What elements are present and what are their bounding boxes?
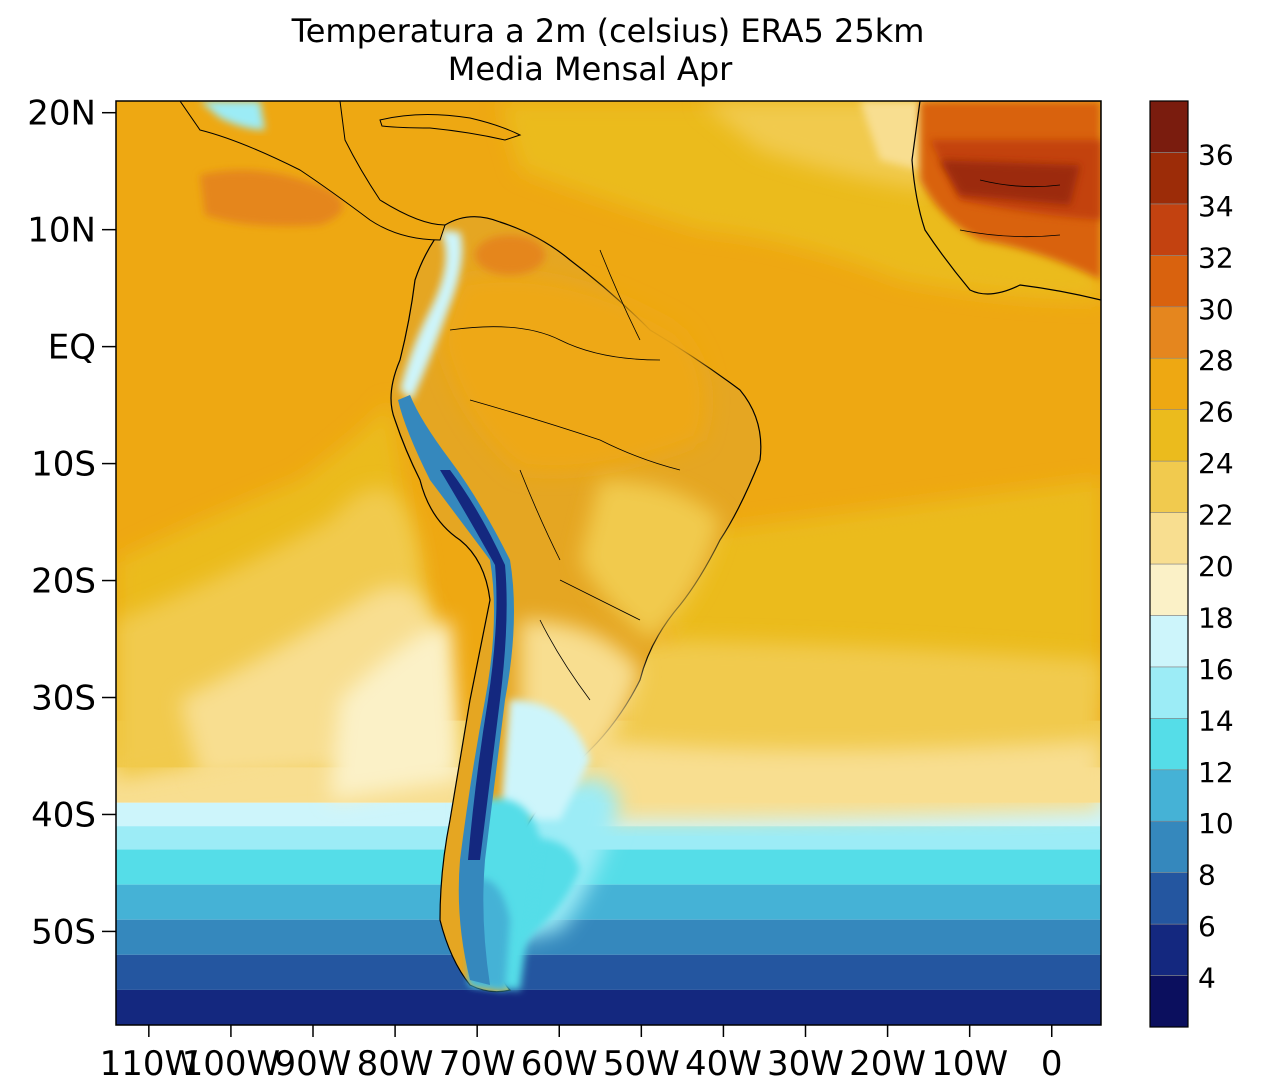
lon-label-40W: 40W xyxy=(685,1044,762,1080)
colorbar-segment-13 xyxy=(1149,306,1189,359)
patagonia-north-zone xyxy=(500,700,590,820)
brazilian-highlands-zone xyxy=(580,480,720,640)
map-frame xyxy=(115,100,1102,1026)
lon-label-60W: 60W xyxy=(521,1044,598,1080)
colorbar-label-26: 26 xyxy=(1198,396,1234,429)
colorbar-segment-12 xyxy=(1149,357,1189,410)
colorbar-label-20: 20 xyxy=(1198,550,1234,583)
colorbar-segment-8 xyxy=(1149,563,1189,616)
temperature-band-7 xyxy=(116,919,1101,955)
temperature-band-6 xyxy=(116,884,1101,920)
temperature-band-9 xyxy=(116,989,1101,1025)
colorbar-label-14: 14 xyxy=(1198,704,1234,737)
colorbar-label-6: 6 xyxy=(1198,910,1216,943)
colorbar-label-34: 34 xyxy=(1198,190,1234,223)
humboldt-cold-zone xyxy=(330,620,460,800)
lon-label-30W: 30W xyxy=(767,1044,844,1080)
colorbar-segment-10 xyxy=(1149,460,1189,513)
colorbar-label-24: 24 xyxy=(1198,447,1234,480)
sahel-hottest-zone xyxy=(940,160,1080,205)
colorbar: 4 6 8 10 12 14 16 18 20 22 24 26 28 30 32 34 36 xyxy=(1149,100,1234,1028)
sahara-coast-cool-zone xyxy=(860,101,920,170)
map-subtitle: Media Mensal Apr xyxy=(448,50,733,88)
lon-label-100W: 100W xyxy=(182,1044,281,1080)
colorbar-segment-9 xyxy=(1149,512,1189,565)
lon-label-20W: 20W xyxy=(849,1044,926,1080)
lat-label-EQ: EQ xyxy=(48,328,96,368)
colorbar-label-30: 30 xyxy=(1198,293,1234,326)
colorbar-label-22: 22 xyxy=(1198,499,1234,532)
northern-andes-zone xyxy=(400,230,463,400)
colorbar-label-4: 4 xyxy=(1198,962,1216,995)
lon-label-70W: 70W xyxy=(439,1044,516,1080)
map-area xyxy=(116,101,1101,1025)
colorbar-segment-1 xyxy=(1149,923,1189,976)
colorbar-segment-17 xyxy=(1149,100,1189,153)
colorbar-segment-15 xyxy=(1149,203,1189,256)
colorbar-segment-5 xyxy=(1149,718,1189,771)
lat-label-30S: 30S xyxy=(31,679,96,719)
andes-coldest-zone xyxy=(440,470,507,860)
colorbar-label-12: 12 xyxy=(1198,756,1234,789)
lat-label-20N: 20N xyxy=(27,94,96,134)
west-africa-outline xyxy=(911,101,1101,301)
colorbar-segment-11 xyxy=(1149,409,1189,462)
colorbar-frame xyxy=(1149,100,1189,1028)
lon-label-90W: 90W xyxy=(275,1044,352,1080)
colorbar-label-8: 8 xyxy=(1198,859,1216,892)
colorbar-segment-3 xyxy=(1149,820,1189,873)
lon-label-50W: 50W xyxy=(603,1044,680,1080)
temperature-band-8 xyxy=(116,954,1101,990)
llanos-hot-zone xyxy=(475,235,545,275)
colorbar-segment-16 xyxy=(1149,152,1189,205)
mexican-highlands-zone xyxy=(200,101,265,130)
caribbean-islands xyxy=(379,113,522,141)
colorbar-segment-0 xyxy=(1149,975,1189,1028)
lat-label-40S: 40S xyxy=(31,795,96,835)
amazon-basin-zone xyxy=(440,275,707,472)
lon-label-0: 0 xyxy=(1041,1044,1063,1080)
lon-label-80W: 80W xyxy=(357,1044,434,1080)
south-atlantic-mid-zone xyxy=(590,740,1101,820)
lon-label-110W: 110W xyxy=(100,1044,199,1080)
colorbar-segment-14 xyxy=(1149,255,1189,308)
colorbar-label-32: 32 xyxy=(1198,241,1234,274)
lat-label-10N: 10N xyxy=(27,211,96,251)
colorbar-label-18: 18 xyxy=(1198,601,1234,634)
latitude-axis: 20N 10N EQ 10S 20S 30S 40S 50S xyxy=(27,94,116,952)
colorbar-label-36: 36 xyxy=(1198,138,1234,171)
colorbar-label-28: 28 xyxy=(1198,344,1234,377)
lat-label-50S: 50S xyxy=(31,912,96,952)
country-borders xyxy=(449,179,1061,701)
temperature-band-5 xyxy=(116,849,1101,885)
colorbar-label-10: 10 xyxy=(1198,807,1234,840)
colorbar-label-16: 16 xyxy=(1198,653,1234,686)
map-title: Temperatura a 2m (celsius) ERA5 25km xyxy=(291,12,925,50)
east-pacific-warm-pool xyxy=(200,170,343,227)
central-america-landmass xyxy=(179,101,446,241)
colorbar-segment-2 xyxy=(1149,872,1189,925)
lon-label-10W: 10W xyxy=(931,1044,1008,1080)
colorbar-segment-4 xyxy=(1149,769,1189,822)
south-america-landmass xyxy=(390,216,762,993)
colorbar-segment-7 xyxy=(1149,615,1189,668)
colorbar-segment-6 xyxy=(1149,666,1189,719)
lat-label-20S: 20S xyxy=(31,562,96,602)
lat-label-10S: 10S xyxy=(31,445,96,485)
